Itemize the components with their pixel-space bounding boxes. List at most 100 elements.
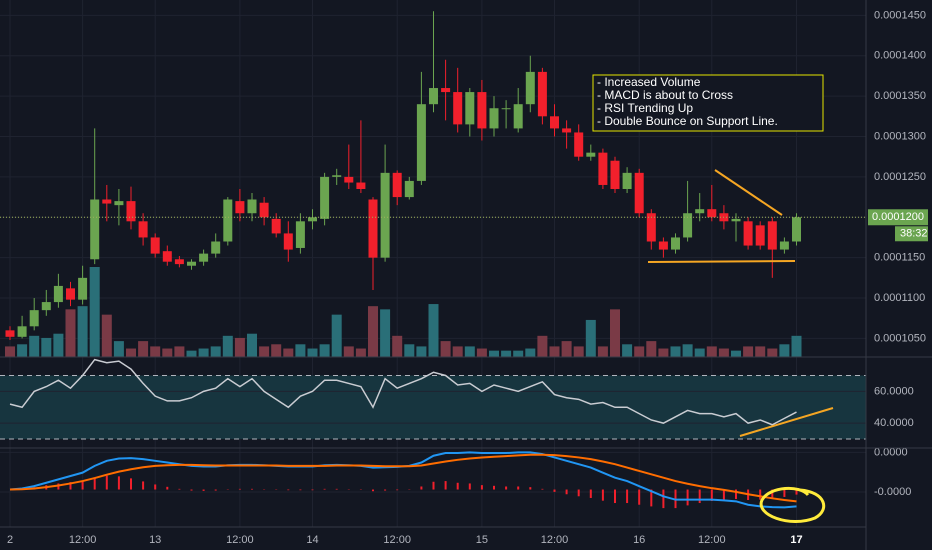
histogram-bar [626, 489, 629, 504]
candle-body [29, 310, 39, 327]
histogram-bar [686, 489, 689, 506]
candle-body [126, 201, 136, 222]
volume-bar [113, 341, 124, 357]
histogram-bar [93, 477, 96, 490]
candle-body [332, 175, 342, 177]
candle-body [199, 253, 209, 262]
candle-body [404, 180, 414, 198]
candle-body [683, 213, 693, 238]
volume-bar [646, 341, 657, 357]
histogram-bar [493, 485, 495, 490]
candle-body [247, 199, 257, 214]
candle-body [465, 92, 475, 125]
x-tick-label: 14 [306, 534, 318, 546]
histogram-bar [759, 489, 762, 500]
candle-body [598, 152, 608, 185]
histogram-bar [81, 481, 84, 490]
volume-bar [404, 344, 415, 357]
histogram-bar [396, 489, 399, 491]
candle-body [562, 128, 572, 133]
histogram-bar [202, 489, 205, 491]
candle-body [356, 182, 366, 189]
candle-body [295, 221, 305, 248]
histogram-bar [57, 483, 60, 490]
volume-bar [65, 309, 76, 357]
y-tick-label: -0.0000 [874, 486, 911, 498]
histogram-bar [541, 488, 544, 490]
volume-bar [5, 346, 15, 357]
candle-body [622, 172, 632, 189]
x-tick-label: 13 [149, 534, 161, 546]
histogram-bar [601, 489, 604, 501]
annotation-line: - MACD is about to Cross [597, 88, 733, 102]
candle-body [271, 218, 281, 234]
candle-body [429, 88, 438, 105]
candle-body [453, 92, 463, 125]
highlight-circle [759, 486, 826, 523]
volume-bar [355, 348, 366, 357]
histogram-bar [117, 476, 120, 490]
candle-body [441, 88, 451, 93]
histogram-bar [771, 489, 774, 499]
volume-bar [718, 348, 729, 357]
y-tick-label: 60.0000 [874, 385, 914, 397]
histogram-bar [420, 486, 423, 490]
candle-body [187, 261, 196, 266]
histogram-bar [166, 486, 169, 490]
volume-bar [247, 333, 257, 357]
countdown-tag [895, 226, 928, 242]
candle-body [114, 201, 124, 206]
x-tick-label: 15 [476, 534, 488, 546]
last-price-label: 0.0001200 [872, 211, 924, 223]
volume-bar [198, 348, 209, 357]
histogram-bar [614, 489, 616, 504]
candle-body [695, 209, 705, 214]
volume-bar [731, 350, 741, 357]
x-tick-label: 12:00 [383, 534, 411, 546]
histogram-bar [69, 482, 72, 490]
histogram-bar [444, 481, 447, 490]
histogram-bar [735, 489, 737, 499]
histogram-bar [529, 487, 532, 490]
histogram-bar [638, 489, 641, 505]
histogram-bar [372, 489, 374, 492]
candle-body [78, 277, 88, 300]
candle-body [658, 241, 668, 250]
candle-body [610, 160, 620, 189]
volume-bar [101, 314, 112, 357]
histogram-bar [650, 489, 653, 507]
histogram-bar [468, 483, 471, 490]
histogram-bar [323, 488, 326, 490]
candle-body [344, 176, 354, 183]
volume-bar [706, 346, 717, 357]
histogram-bar [142, 481, 145, 490]
volume-bar [537, 335, 548, 357]
volume-bar [89, 267, 100, 357]
volume-bar [319, 344, 330, 357]
histogram-bar [662, 489, 665, 509]
histogram-bar [783, 489, 786, 497]
histogram-bar [238, 488, 241, 490]
annotation-line: - Double Bounce on Support Line. [597, 114, 778, 128]
volume-bar [162, 348, 173, 357]
volume-bar [464, 346, 475, 357]
histogram-bar [565, 489, 568, 495]
volume-bar [331, 314, 342, 357]
macd-line [9, 453, 797, 503]
volume-bar [573, 346, 584, 357]
volume-bar [416, 346, 427, 357]
volume-bar [501, 350, 512, 357]
candle-body [53, 285, 63, 303]
histogram-bar [335, 488, 338, 490]
candle-body [162, 251, 172, 262]
volume-bar [307, 348, 318, 357]
histogram-bar [311, 489, 314, 491]
histogram-bar [190, 489, 193, 491]
candle-body [537, 71, 547, 117]
volume-bar [489, 350, 499, 357]
x-tick-label: 12:00 [541, 534, 569, 546]
volume-bar [138, 341, 149, 357]
volume-bar [17, 344, 28, 357]
candle-body [41, 302, 51, 311]
